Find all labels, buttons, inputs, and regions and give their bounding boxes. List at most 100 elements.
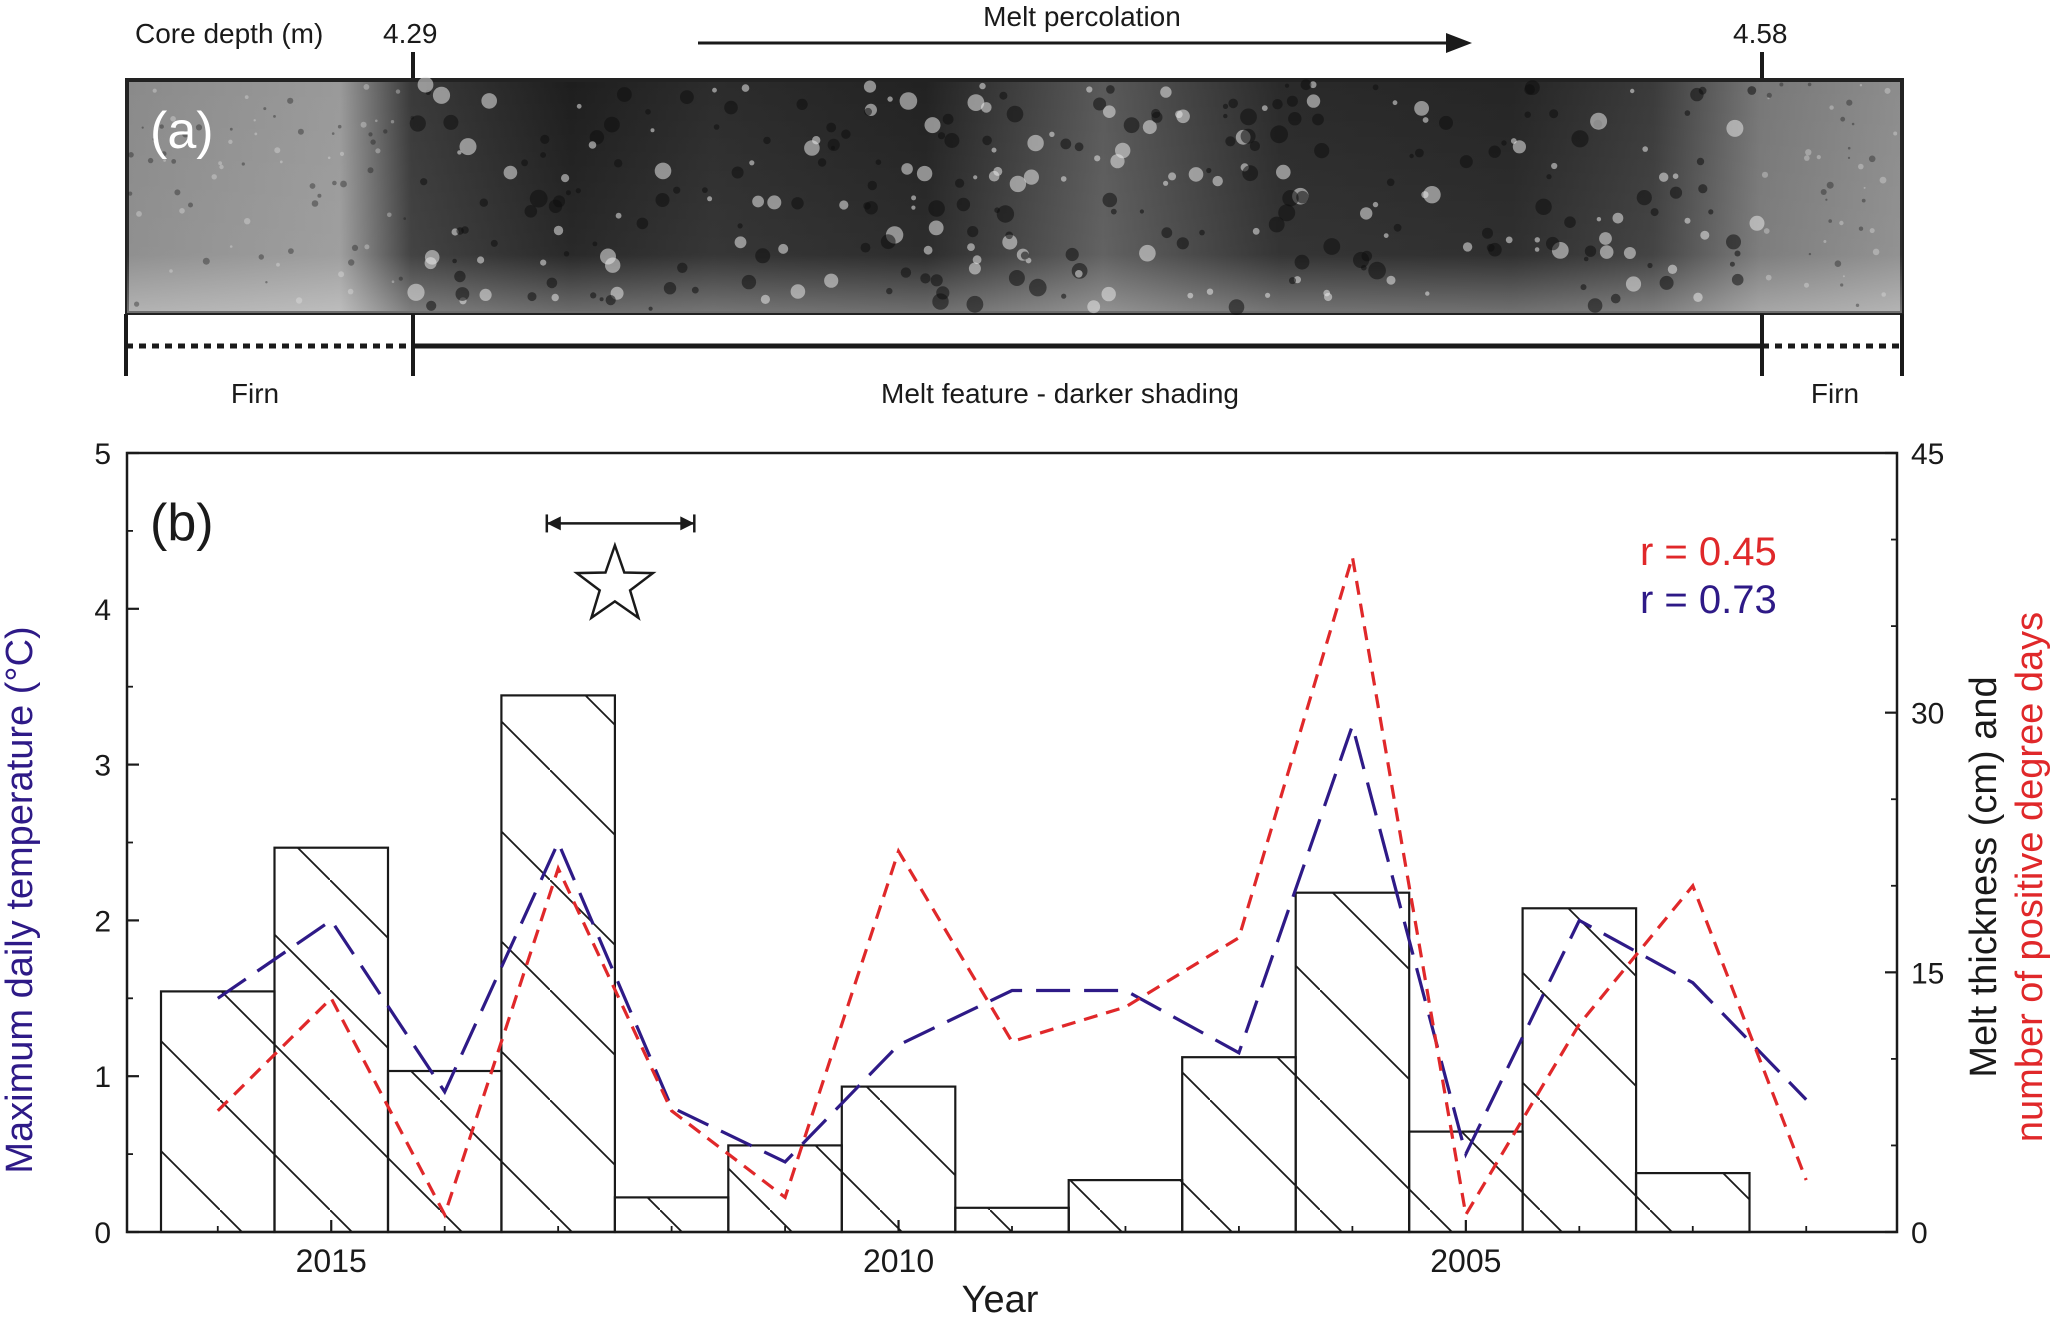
core-speckle [1009,175,1027,193]
melt-percolation-arrowhead [1446,33,1472,53]
core-speckle [1512,140,1526,154]
core-speckle [1459,155,1473,169]
core-speckle [1278,204,1296,222]
core-speckle [1524,111,1531,118]
core-speckle [368,132,373,137]
core-speckle [1551,162,1558,170]
core-speckle [363,84,370,90]
core-speckle [713,124,720,130]
core-speckle [1546,174,1552,180]
core-speckle [1766,92,1772,98]
core-speckle [1879,176,1887,184]
core-speckle [1223,113,1228,119]
core-speckle [1242,165,1259,182]
core-speckle [605,257,621,273]
core-speckle [1623,247,1636,259]
core-speckle [195,124,203,131]
core-speckle [1187,292,1194,299]
core-speckle [1188,167,1204,182]
core-speckle [1368,261,1386,280]
core-speckle [1872,248,1880,256]
core-speckle [741,274,757,290]
core-speckle [134,301,140,307]
core-speckle [258,254,264,260]
core-speckle [724,100,738,115]
core-speckle [1206,288,1214,295]
core-speckle [229,127,233,131]
core-speckle [1840,116,1846,122]
core-speckle [540,134,550,144]
core-speckle [1282,190,1299,207]
core-speckle [331,132,335,135]
core-speckle [923,245,933,255]
core-speckle [575,188,581,194]
core-speckle [1612,212,1624,224]
core-speckle [540,259,547,266]
depth-end-label: 4.58 [1733,18,1788,49]
melt-bar-group [500,694,616,1234]
core-speckle [763,136,771,145]
melt-bar-group [386,1069,503,1234]
melt-bar-group [1181,1056,1297,1234]
core-speckle [1168,172,1177,181]
core-speckle [677,262,688,273]
core-speckle [1029,278,1047,297]
core-speckle [936,286,950,300]
core-speckle [229,245,233,248]
y-left-tick-label: 5 [94,438,111,471]
core-speckle [1093,97,1107,111]
core-speckle [339,151,345,156]
core-speckle [1286,95,1298,107]
core-speckle [529,189,548,208]
core-speckle [348,259,355,266]
core-speckle [999,91,1008,100]
core-speckle [886,287,893,295]
core-speckle [1027,134,1044,152]
core-speckle [170,116,176,122]
core-speckle [490,239,498,247]
r-value-blue: r = 0.73 [1640,578,1777,622]
y-left-tick-label: 2 [94,905,111,938]
core-speckle [1808,252,1812,256]
core-speckle [147,157,154,164]
core-speckle [311,200,319,207]
core-speckle [1881,292,1886,297]
x-tick-label: 2010 [863,1243,934,1279]
core-speckle [457,150,462,155]
core-speckle [179,208,185,214]
core-speckle [589,130,605,145]
core-speckle [1859,84,1863,87]
core-speckle [1734,250,1741,257]
core-speckle [1847,156,1851,159]
core-speckle [827,138,840,151]
core-speckle [924,117,941,134]
core-speckle [1505,236,1513,244]
core-speckle [937,132,946,140]
core-speckle [1525,80,1540,95]
x-tick-label: 2005 [1430,1243,1501,1279]
core-speckle [273,115,276,118]
core-speckle [791,197,804,210]
melt-bar-group [840,1085,957,1234]
core-speckle [1858,226,1864,231]
core-speckle [360,121,367,128]
core-speckle [599,297,604,302]
core-speckle [712,87,717,93]
core-speckle [1284,83,1290,88]
core-speckle [340,180,347,188]
core-speckle [1807,82,1812,87]
core-speckle [452,258,457,264]
core-speckle [673,186,681,194]
core-speckle [760,294,771,304]
core-speckle [1225,136,1236,147]
core-speckle [1392,100,1398,106]
core-speckle [1006,105,1024,123]
core-speckle [479,198,488,207]
core-speckle [741,84,750,92]
core-speckle [790,284,806,299]
core-speckle [588,141,597,149]
core-speckle [707,196,713,202]
core-speckle [481,93,498,109]
core-speckle [347,288,354,295]
